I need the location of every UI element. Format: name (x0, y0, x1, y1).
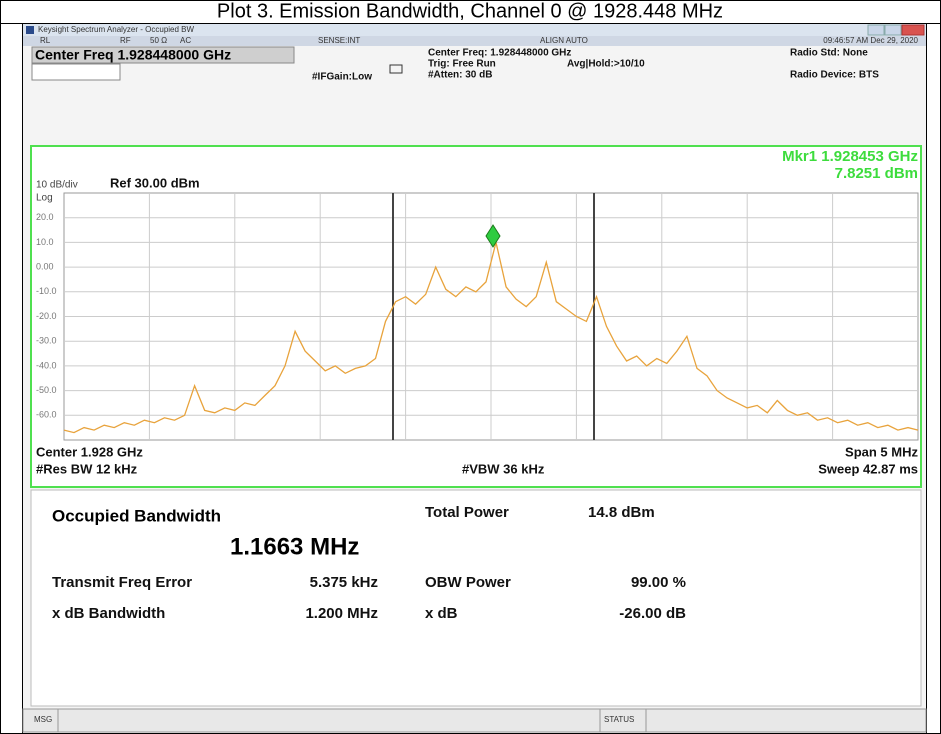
plot-area: 20.0 10.0 0.00 -10.0 -20.0 -30.0 -40.0 -50.0 -60… (36, 192, 919, 441)
coupling: AC (180, 36, 191, 45)
freq-error-label: Transmit Freq Error (52, 574, 192, 591)
xdb-value: -26.00 dB (619, 605, 686, 622)
obw-power-value: 99.00 % (631, 574, 686, 591)
xdb-bw-value: 1.200 MHz (305, 605, 378, 622)
obw-power-label: OBW Power (425, 574, 511, 591)
y-tick-label: -30.0 (36, 336, 57, 346)
rl: RL (40, 36, 51, 45)
plot-title: Plot 3. Emission Bandwidth, Channel 0 @ … (217, 0, 723, 22)
statusbar (22, 708, 927, 733)
if-gain: #IFGain:Low (312, 72, 372, 83)
entry-box[interactable] (31, 63, 121, 81)
radio-std: Radio Std: None (790, 48, 868, 59)
window-title: Keysight Spectrum Analyzer - Occupied BW (38, 25, 195, 34)
y-tick-label: -40.0 (36, 360, 57, 370)
minimize[interactable] (867, 24, 885, 36)
span: Span 5 MHz (845, 444, 918, 459)
obw-value: 1.1663 MHz (230, 533, 359, 560)
msg: MSG (34, 715, 52, 724)
sweep: Sweep 42.87 ms (818, 461, 918, 476)
y-tick-label: 20.0 (36, 212, 54, 222)
ref-level: Ref 30.00 dBm (110, 175, 200, 190)
window-titlebar (23, 24, 926, 36)
y-tick-label: 10.0 (36, 237, 54, 247)
center-freq-info: Center Freq: 1.928448000 GHz (428, 48, 571, 59)
center-freq-box[interactable] (31, 46, 295, 64)
radio-device: Radio Device: BTS (790, 70, 879, 81)
close[interactable] (901, 24, 925, 36)
trace (63, 242, 919, 434)
y-tick-label: 0.00 (36, 261, 54, 271)
status: STATUS (604, 715, 634, 724)
y-tick-label: -10.0 (36, 286, 57, 296)
sense: SENSE:INT (318, 36, 360, 45)
center-freq: Center Freq 1.928448000 GHz (35, 47, 231, 63)
total-power-value: 14.8 dBm (588, 504, 655, 521)
atten: #Atten: 30 dB (428, 70, 492, 81)
marker-level: 7.8251 dBm (835, 165, 918, 182)
y-tick-label: -50.0 (36, 385, 57, 395)
xdb-label: x dB (425, 605, 458, 622)
time: 09:46:57 AM Dec 29, 2020 (823, 36, 918, 45)
res-bw: #Res BW 12 kHz (36, 461, 138, 476)
align: ALIGN AUTO (540, 36, 588, 45)
freq-error-value: 5.375 kHz (310, 574, 378, 591)
vbw: #VBW 36 kHz (462, 461, 545, 476)
app-icon (26, 26, 34, 34)
log: Log (36, 193, 53, 204)
scale: 10 dB/div (36, 180, 78, 191)
marker-diamond (485, 224, 501, 248)
impedance: 50 Ω (150, 36, 167, 45)
y-tick-label: -20.0 (36, 311, 57, 321)
y-tick-label: -60.0 (36, 410, 57, 420)
trig: Trig: Free Run (428, 59, 496, 70)
maximize[interactable] (884, 24, 902, 36)
rf: RF (120, 36, 131, 45)
total-power-label: Total Power (425, 504, 509, 521)
results-panel (30, 489, 922, 707)
trig-icon (389, 64, 403, 74)
obw-label: Occupied Bandwidth (52, 506, 221, 525)
center-label: Center 1.928 GHz (36, 444, 143, 459)
status-row (23, 36, 926, 46)
xdb-bw-label: x dB Bandwidth (52, 605, 165, 622)
avg-hold: Avg|Hold:>10/10 (567, 59, 645, 70)
marker-freq: Mkr1 1.928453 GHz (782, 148, 918, 165)
